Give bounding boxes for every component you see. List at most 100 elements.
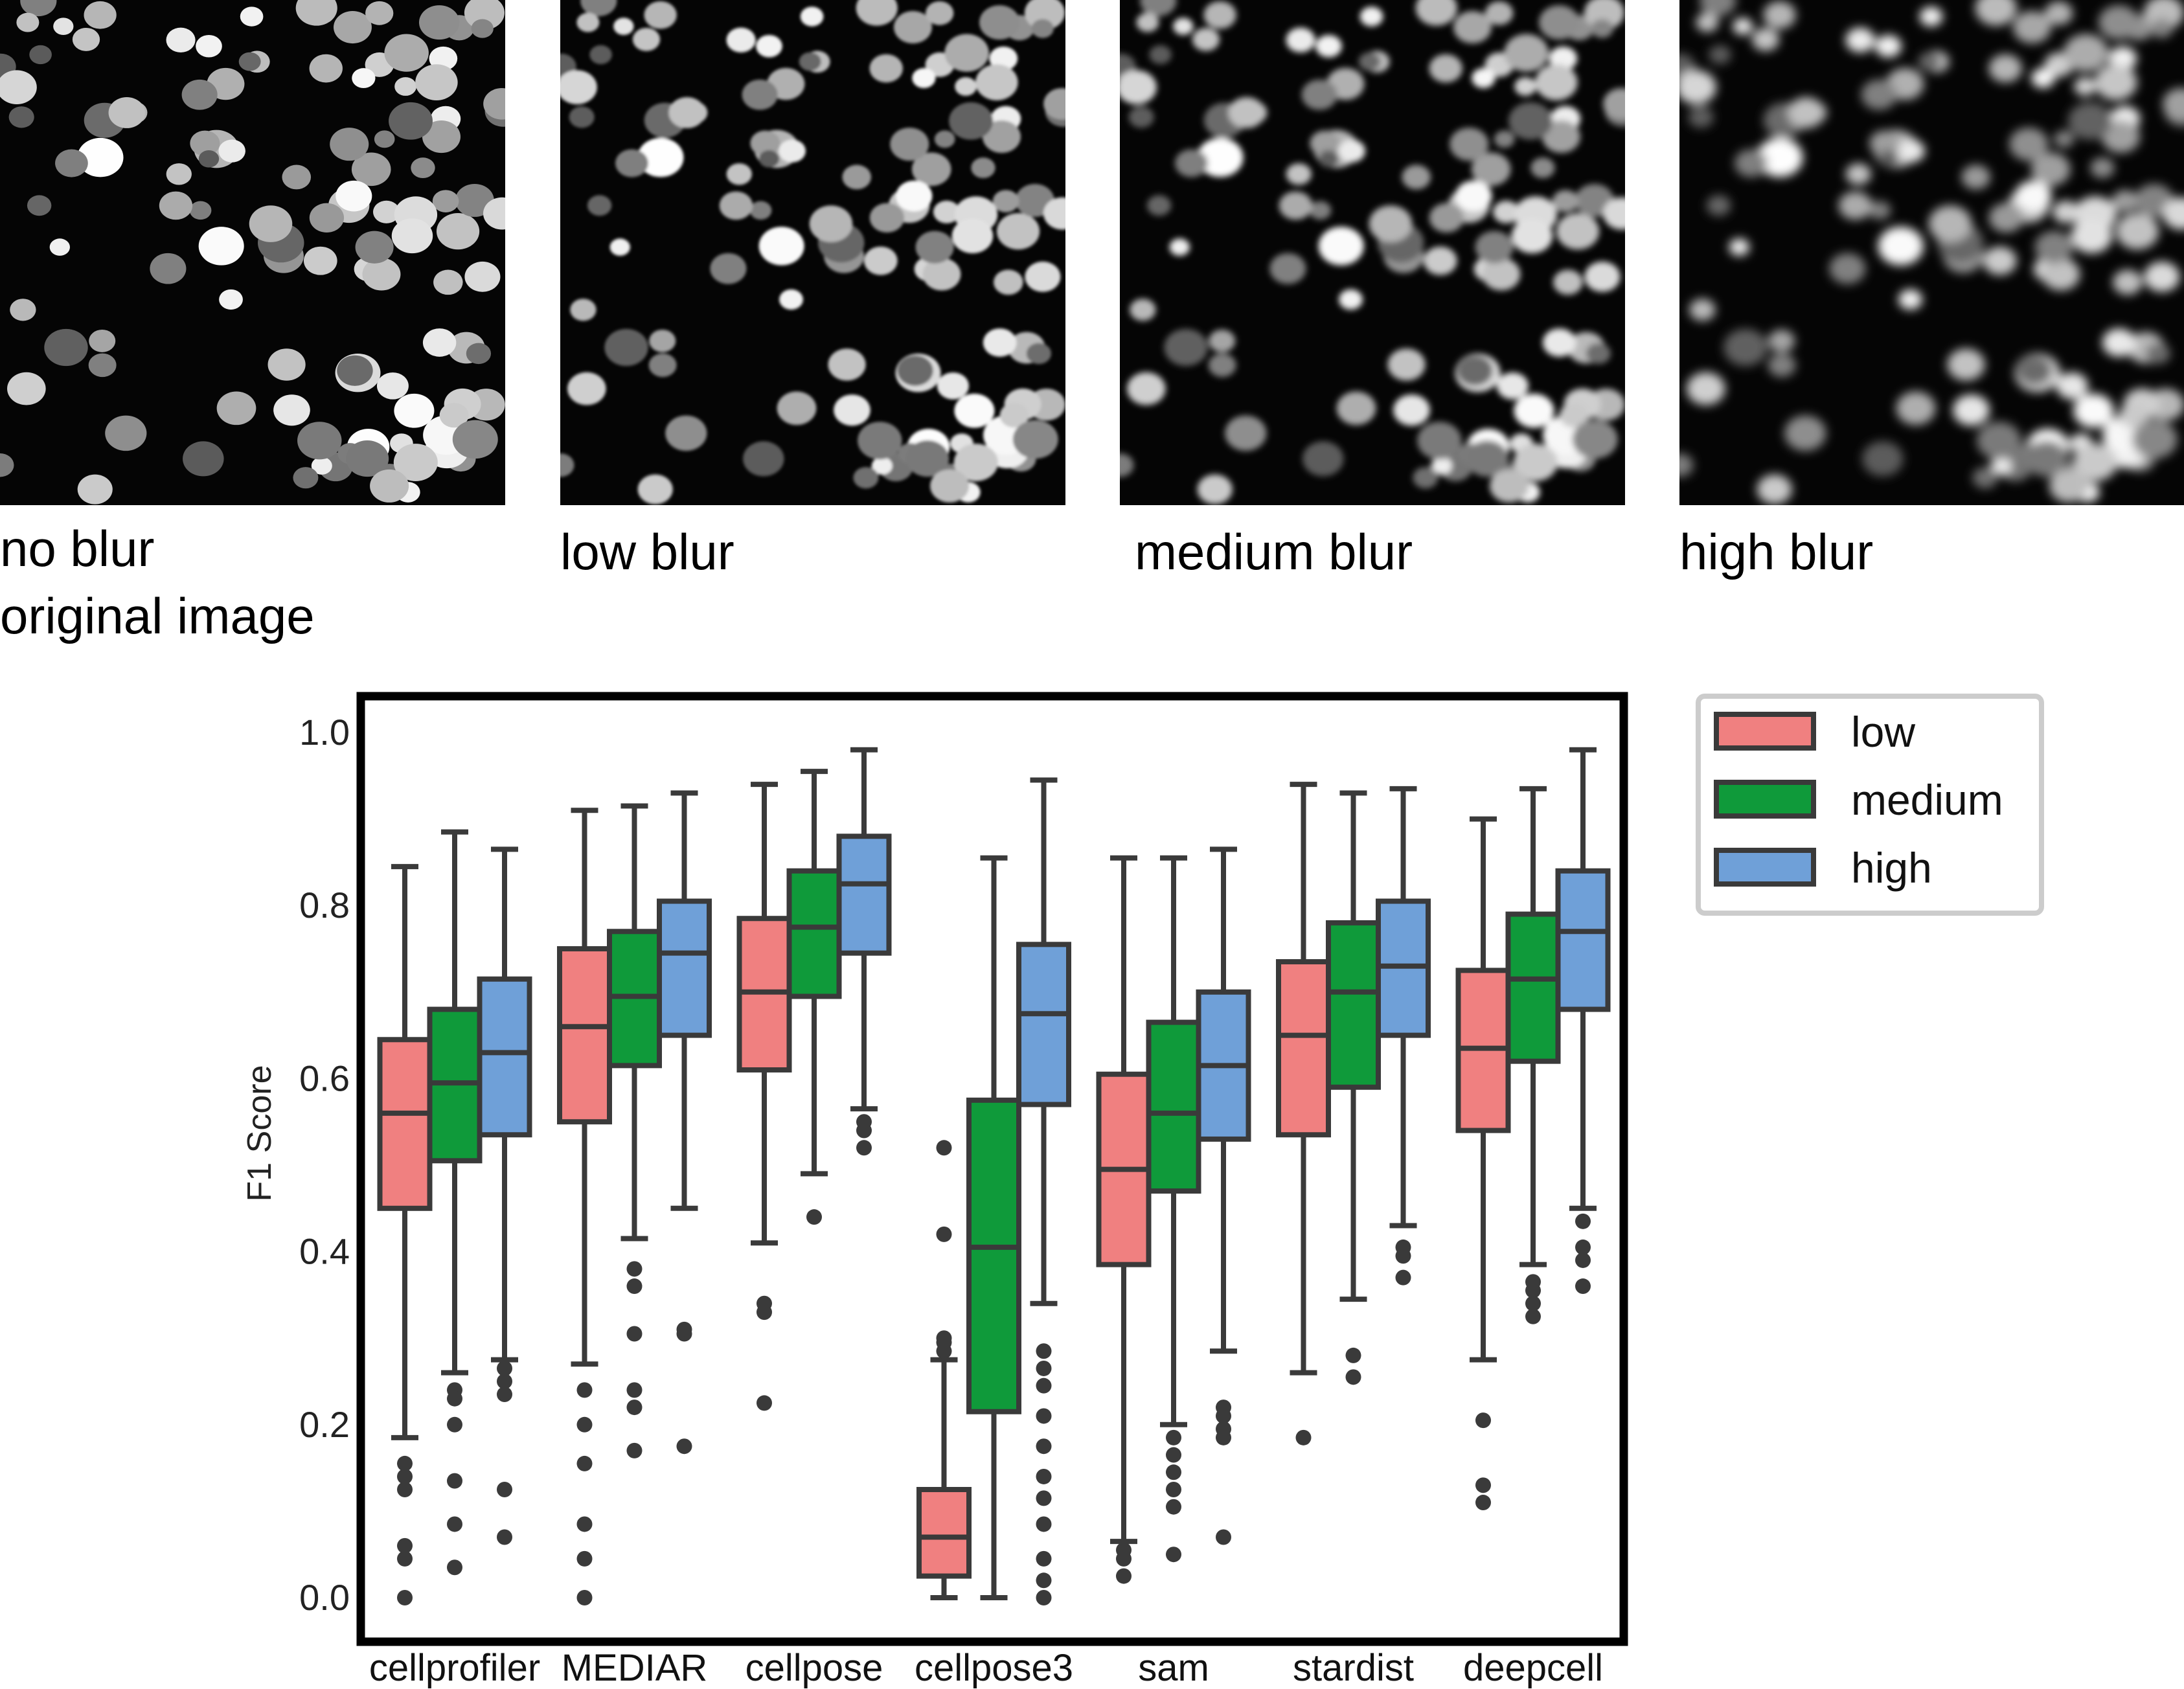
cell-nucleus [370, 469, 409, 503]
cell-nucleus [971, 157, 995, 179]
outlier-point [1116, 1568, 1132, 1584]
cell-nucleus [569, 106, 595, 128]
cell-nucleus [842, 164, 872, 190]
x-tick-label: MEDIAR [562, 1647, 708, 1689]
cell-nucleus [1302, 441, 1344, 477]
cell-nucleus [1729, 238, 1749, 256]
box-iqr [1555, 868, 1611, 1012]
cell-nucleus [8, 106, 34, 128]
cell-nucleus [389, 102, 433, 140]
cell-nucleus [166, 27, 196, 52]
cell-nucleus [309, 203, 345, 232]
cell-nucleus [613, 17, 634, 35]
outlier-point [576, 1516, 593, 1532]
cell-nucleus [869, 54, 903, 83]
outlier-point [806, 1209, 822, 1225]
cell-nucleus [1584, 261, 1621, 292]
caption-no-blur: no blur original image [0, 515, 315, 650]
cell-nucleus [422, 120, 461, 153]
cell-nucleus [355, 231, 394, 264]
cell-image [1120, 0, 1625, 504]
cell-nucleus [1829, 253, 1866, 284]
cell-nucleus [72, 27, 100, 51]
box-cellprofiler-low [377, 864, 433, 1605]
outlier-point [1166, 1429, 1181, 1445]
legend-label-medium: medium [1851, 776, 2003, 824]
box-cellpose-high [836, 747, 892, 1156]
cell-nucleus [953, 444, 998, 481]
box-cellpose3-low [916, 1140, 972, 1600]
cell-nucleus [1679, 453, 1694, 477]
cell-nucleus [334, 10, 372, 44]
cell-nucleus [1466, 440, 1509, 477]
outlier-point [1166, 1499, 1181, 1515]
cell-nucleus [742, 79, 778, 110]
box-sam-low [1096, 855, 1152, 1584]
cell-nucleus [649, 329, 676, 352]
box-iqr [1016, 942, 1071, 1107]
cell-nucleus [1572, 420, 1618, 459]
cell-nucleus [1031, 19, 1054, 38]
cell-nucleus [1514, 393, 1554, 428]
cell-nucleus [1530, 157, 1555, 179]
cell-nucleus [644, 1, 677, 29]
cell-nucleus [1988, 54, 2022, 83]
cell-nucleus [1450, 128, 1489, 161]
cell-nucleus [1120, 70, 1157, 104]
outlier-point [1216, 1529, 1231, 1545]
cell-nucleus [915, 231, 954, 264]
cell-nucleus [758, 150, 780, 168]
cell-nucleus [726, 163, 752, 185]
box-cellprofiler-medium [427, 829, 483, 1576]
cell-nucleus [2115, 212, 2159, 250]
outlier-point [1216, 1408, 1231, 1424]
cell-nucleus [198, 150, 220, 168]
box-cellpose3-medium [966, 855, 1021, 1600]
cell-nucleus [1768, 329, 1795, 352]
cell-nucleus [1784, 415, 1826, 451]
cell-nucleus [2031, 68, 2055, 88]
box-MEDIAR-high [657, 790, 712, 1455]
cell-nucleus [2015, 180, 2052, 212]
box-iqr [836, 833, 892, 956]
cell-nucleus [20, 0, 57, 17]
cell-nucleus [1845, 163, 1871, 185]
cell-nucleus [1431, 457, 1452, 475]
cell-nucleus [439, 403, 469, 428]
cell-nucleus [1511, 218, 1553, 254]
cell-nucleus [1504, 34, 1549, 72]
box-cellpose3-high [1016, 777, 1071, 1605]
box-iqr [1276, 959, 1331, 1138]
x-axis: cellprofiler MEDIAR cellpose cellpose3 sam st… [369, 1647, 1603, 1689]
cell-nucleus [1878, 150, 1899, 168]
cell-nucleus [337, 355, 373, 386]
cell-nucleus [49, 238, 70, 256]
cell-nucleus [483, 87, 505, 120]
outlier-point [756, 1304, 772, 1321]
outlier-point [856, 1122, 872, 1139]
cell-nucleus [1508, 102, 1553, 140]
cell-nucleus [710, 253, 747, 284]
outlier-point [1525, 1308, 1541, 1324]
cell-nucleus [1471, 152, 1511, 187]
cell-nucleus [189, 201, 212, 220]
box-deepcell-low [1455, 816, 1511, 1511]
cell-nucleus [1127, 372, 1166, 405]
cell-nucleus [1120, 453, 1134, 477]
box-iqr [966, 1097, 1021, 1414]
cell-nucleus [1788, 97, 1825, 128]
cell-nucleus [198, 227, 244, 266]
cell-nucleus [2016, 355, 2053, 386]
box-iqr [1326, 920, 1381, 1090]
outlier-point [626, 1278, 643, 1295]
cell-nucleus [352, 68, 376, 88]
outlier-point [447, 1559, 462, 1576]
cell-nucleus [1542, 328, 1576, 357]
cell-nucleus [105, 415, 147, 451]
cell-nucleus [1679, 70, 1716, 104]
cell-nucleus [1535, 64, 1578, 100]
outlier-point [1036, 1550, 1052, 1567]
cell-nucleus [944, 34, 989, 72]
cell-nucleus [1482, 258, 1521, 291]
cell-nucleus [77, 474, 113, 504]
